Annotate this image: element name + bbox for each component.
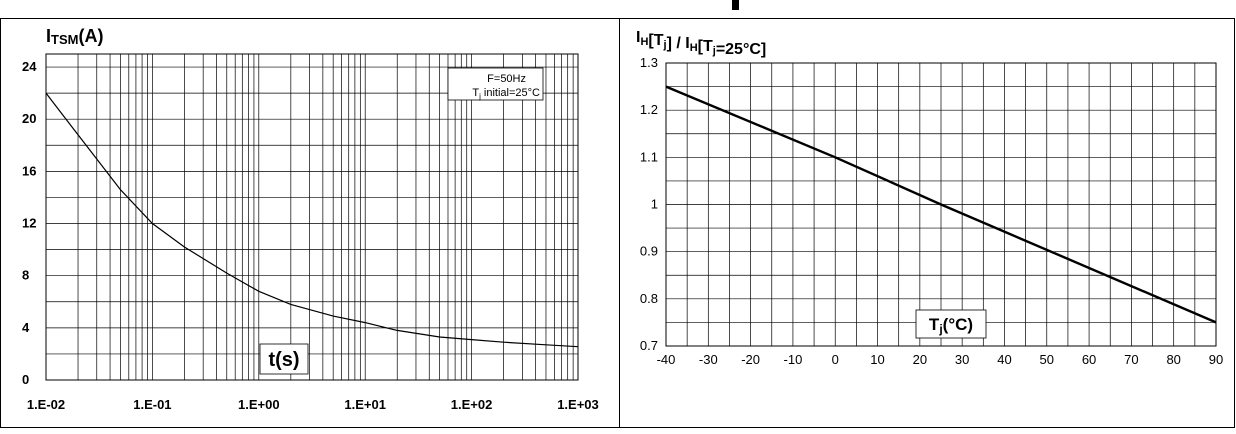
- left-x-tick-label: 1.E+00: [238, 397, 280, 412]
- right-y-tick-label: 1: [651, 197, 658, 212]
- right-x-tick-label: 50: [1040, 352, 1054, 367]
- right-x-tick-label: 40: [997, 352, 1011, 367]
- left-y-tick-label: 0: [22, 372, 29, 387]
- holding-current-line: [665, 85, 1217, 324]
- right-x-tick-label: 30: [955, 352, 969, 367]
- right-x-axis-label: Tj(°C): [929, 315, 973, 336]
- left-x-axis-label: t(s): [268, 349, 299, 371]
- left-y-tick-label: 20: [22, 111, 36, 126]
- left-x-ticks: 1.E-02 1.E-01 1.E+00 1.E+01 1.E+02 1.E+03: [27, 397, 599, 412]
- left-y-tick-label: 12: [22, 216, 36, 231]
- left-xlabel-box: [259, 343, 309, 375]
- right-x-tick-label: -20: [741, 352, 760, 367]
- right-y-tick-label: 0.9: [640, 244, 658, 259]
- left-y-tick-label: 16: [22, 163, 36, 178]
- left-legend-box: [447, 67, 544, 101]
- left-plot-frame: [45, 53, 579, 381]
- right-chart-title: IH[Tj] / IH[Tj=25°C]: [636, 29, 766, 58]
- right-x-tick-label: 70: [1124, 352, 1138, 367]
- right-x-tick-label: -10: [784, 352, 803, 367]
- right-y-tick-label: 1.1: [640, 149, 658, 164]
- left-y-tick-label: 8: [22, 268, 29, 283]
- left-y-ticks: 0 4 8 12 16 20 24: [22, 59, 37, 387]
- right-x-tick-label: 60: [1082, 352, 1096, 367]
- right-y-ticks: 0.7 0.8 0.9 1 1.1 1.2 1.3: [640, 55, 658, 353]
- right-x-tick-label: 20: [913, 352, 927, 367]
- left-chart-title: ITSM(A): [46, 26, 103, 47]
- right-plot-frame: [665, 62, 1217, 347]
- right-x-tick-label: 80: [1166, 352, 1180, 367]
- left-x-tick-label: 1.E+03: [557, 397, 599, 412]
- right-y-tick-label: 1.3: [640, 55, 658, 70]
- cropped-glyph-fragment: [732, 0, 739, 10]
- legend-initial-temp: Tj initial=25°C: [472, 87, 540, 101]
- right-y-tick-label: 0.7: [640, 338, 658, 353]
- legend-frequency: F=50Hz: [487, 73, 526, 85]
- left-y-tick-label: 4: [22, 320, 30, 335]
- right-x-tick-label: -40: [657, 352, 676, 367]
- left-x-tick-label: 1.E+01: [344, 397, 386, 412]
- left-grid: [45, 54, 578, 380]
- right-x-tick-label: 90: [1209, 352, 1223, 367]
- left-x-tick-label: 1.E+02: [451, 397, 493, 412]
- holding-current-chart: 0.7 0.8 0.9 1 1.1 1.2 1.3 -40 -30 -20 -10 0 10 20 30 4…: [636, 29, 1223, 367]
- surge-current-curve: [45, 92, 579, 348]
- left-x-tick-label: 1.E-02: [27, 397, 65, 412]
- right-x-tick-label: -30: [699, 352, 718, 367]
- right-x-tick-label: 10: [870, 352, 884, 367]
- surge-current-chart: 0 4 8 12 16 20 24 1.E-02 1.E-01 1.E+00 1.E+01 1.E+…: [22, 26, 599, 412]
- right-x-tick-label: 0: [832, 352, 839, 367]
- right-y-tick-label: 1.2: [640, 102, 658, 117]
- right-xlabel-box: [915, 309, 987, 339]
- right-y-tick-label: 0.8: [640, 291, 658, 306]
- right-panel-frame: [619, 18, 1235, 428]
- left-y-tick-label: 24: [22, 59, 37, 74]
- left-x-tick-label: 1.E-01: [133, 397, 171, 412]
- right-x-ticks: -40 -30 -20 -10 0 10 20 30 40 50 60 70 80 90: [657, 352, 1224, 367]
